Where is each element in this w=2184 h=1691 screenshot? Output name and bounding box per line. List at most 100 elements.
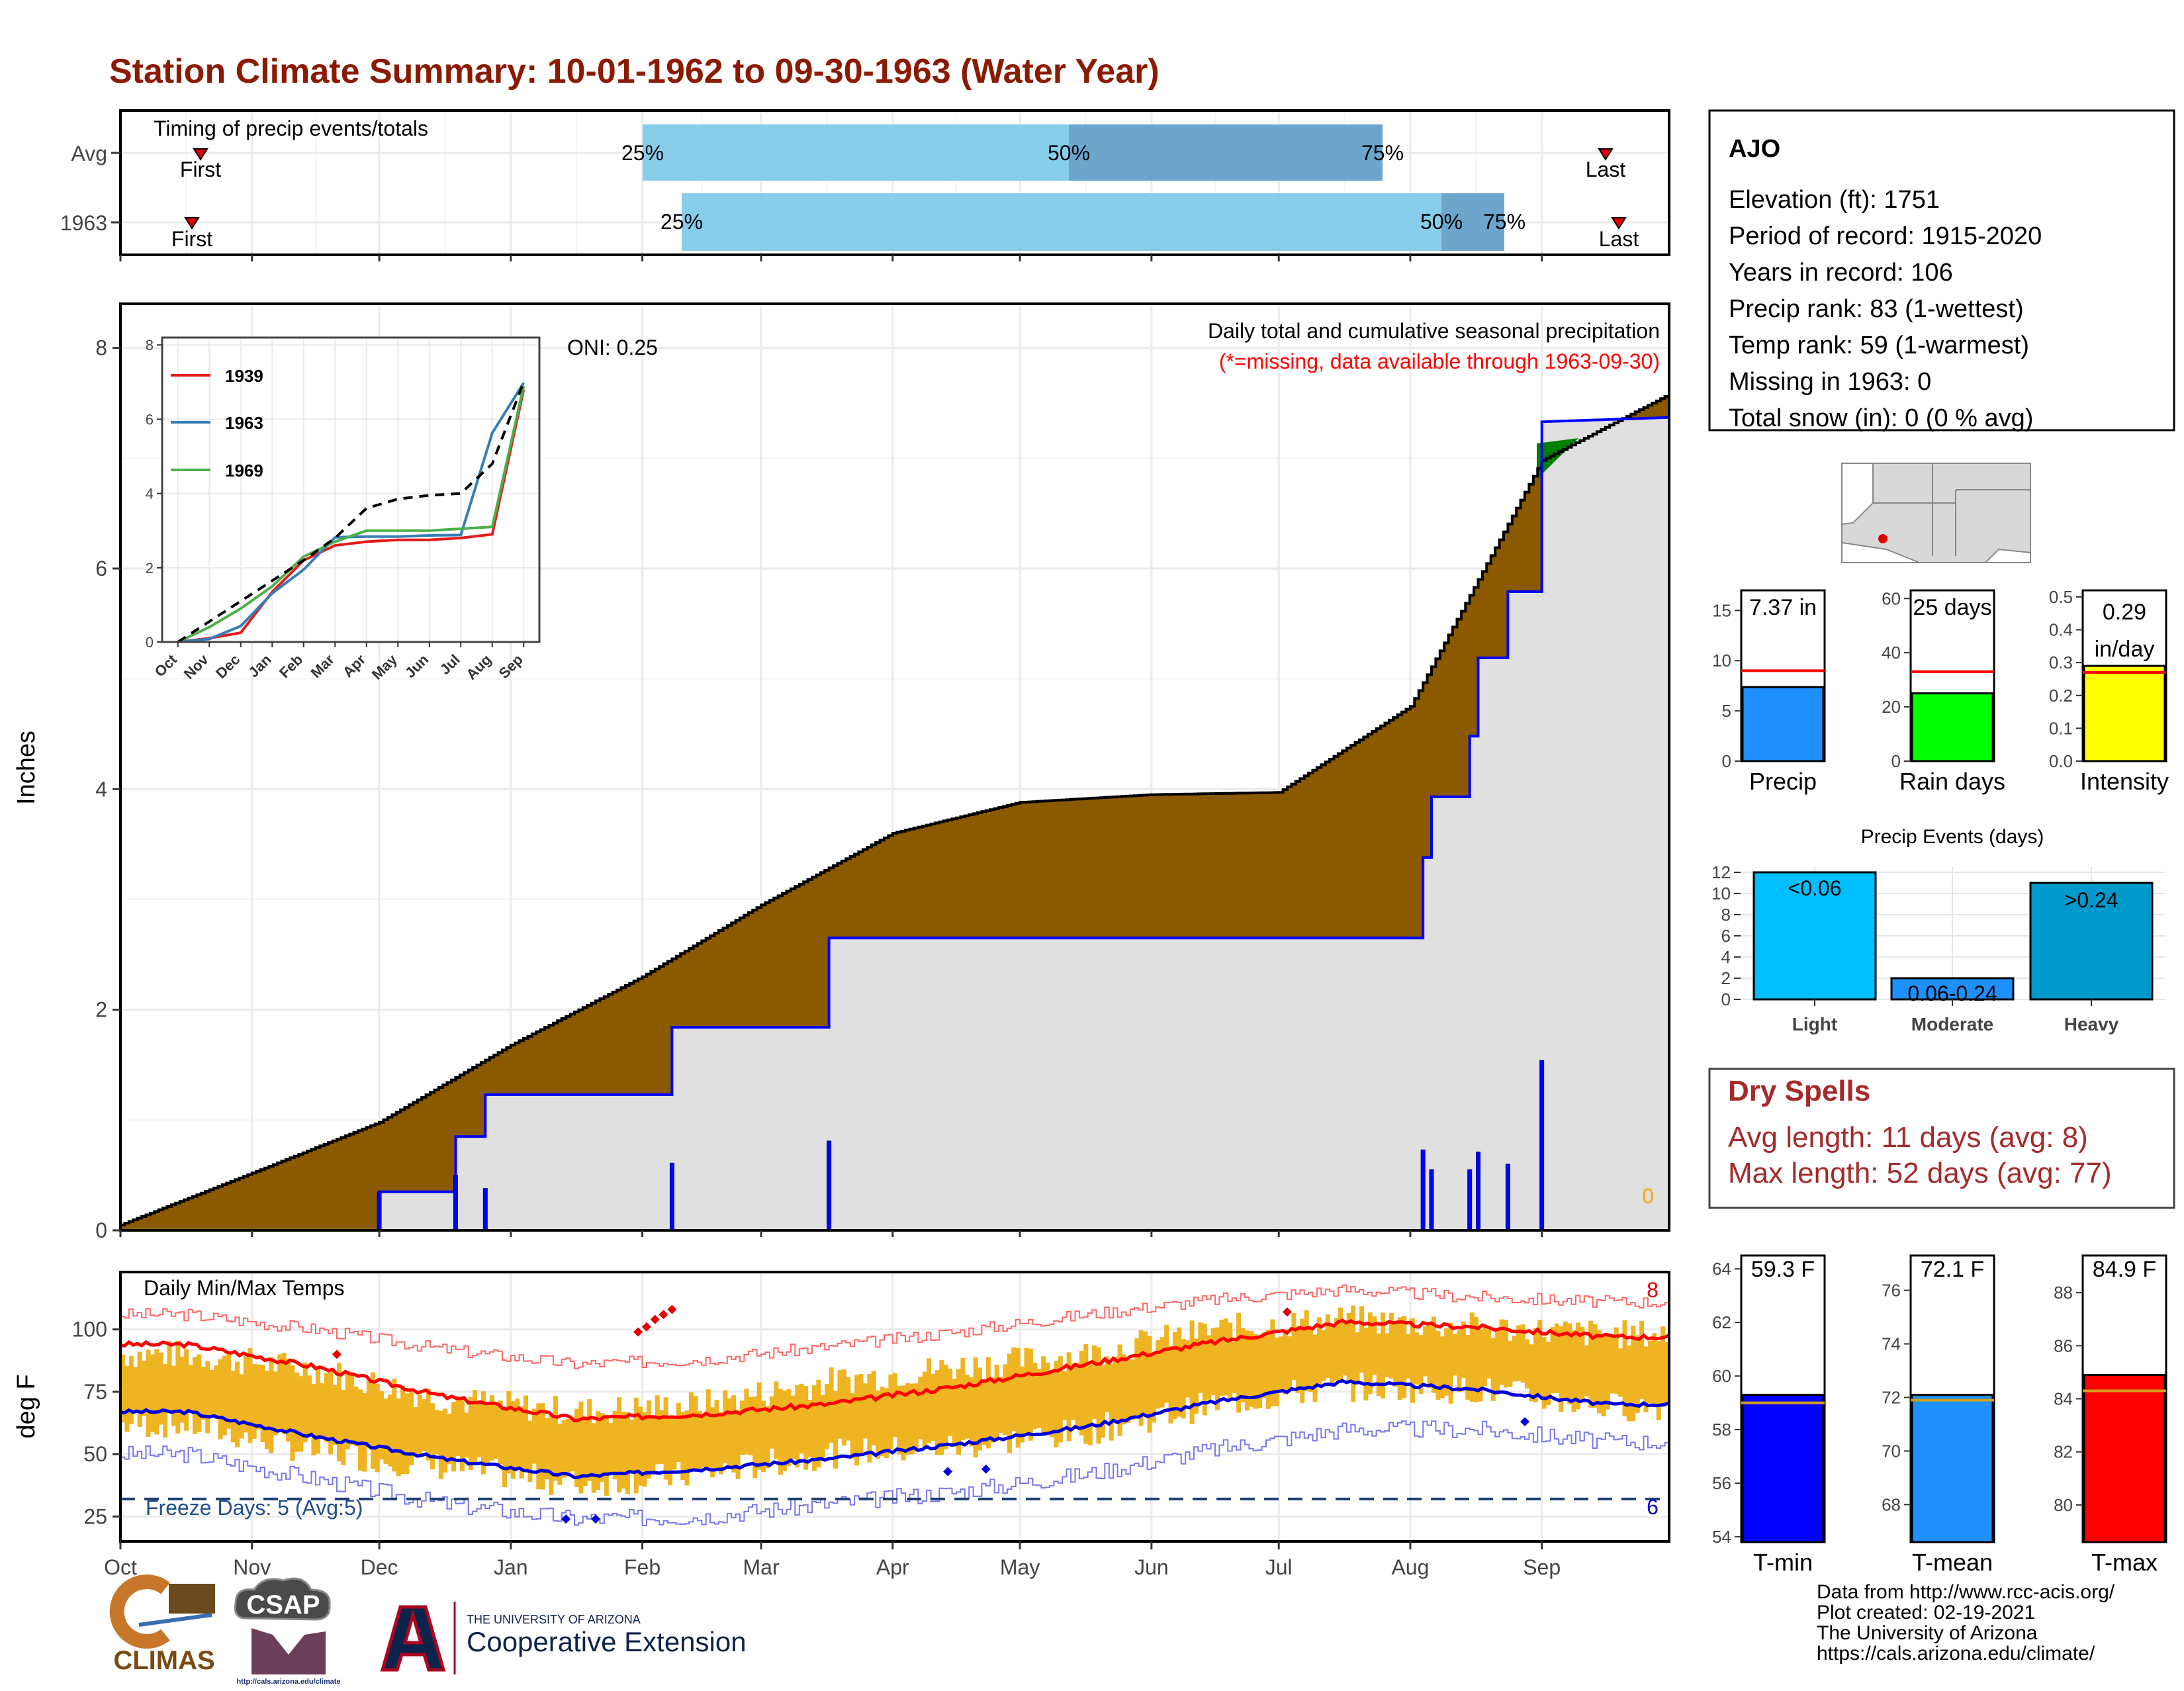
- temp-range-bar: [964, 1375, 970, 1439]
- station-line-2: Period of record: 1915-2020: [1729, 222, 2042, 250]
- temp-range-bar: [557, 1424, 563, 1485]
- temp-range-bar: [1474, 1317, 1479, 1402]
- temp-range-bar: [1045, 1362, 1050, 1432]
- temp-range-bar: [362, 1393, 367, 1472]
- temp-range-bar: [235, 1361, 240, 1447]
- temp-range-bar: [1011, 1347, 1017, 1432]
- temp-range-bar: [1300, 1318, 1305, 1403]
- summary-ytick-label: 64: [1712, 1259, 1731, 1279]
- inset-dashed-line: [177, 381, 525, 643]
- temp-range-bar: [1206, 1335, 1212, 1400]
- last-marker-avg: [1598, 148, 1614, 161]
- temp-range-bar: [1508, 1341, 1513, 1387]
- temp-range-bar: [188, 1365, 193, 1411]
- temp-range-bar: [251, 1364, 257, 1439]
- temp-range-bar: [561, 1420, 567, 1478]
- daily-precip-bar: [669, 1162, 674, 1231]
- station-line-3: Years in record: 106: [1729, 259, 1953, 287]
- temp-range-bar: [1147, 1336, 1152, 1433]
- precip-ytick-label: 6: [95, 557, 107, 580]
- events-ytick-label: 4: [1721, 947, 1731, 967]
- temp-range-bar: [892, 1373, 897, 1438]
- temp-range-bar: [956, 1369, 961, 1455]
- temp-range-bar: [1325, 1314, 1330, 1378]
- temp-range-bar: [756, 1382, 762, 1470]
- temp-range-bar: [651, 1415, 656, 1475]
- timing-row-label-avg: Avg: [71, 142, 107, 165]
- daily-precip-bar: [377, 1191, 382, 1231]
- temp-range-bar: [1079, 1350, 1084, 1436]
- temp-range-bar: [545, 1418, 550, 1480]
- tmean-bar: [1911, 1393, 1994, 1543]
- temp-range-bar: [1334, 1318, 1339, 1381]
- temp-range-bar: [782, 1390, 788, 1471]
- temp-range-bar: [1351, 1305, 1356, 1402]
- temp-range-bar: [1546, 1342, 1551, 1406]
- temp-range-bar: [833, 1391, 839, 1469]
- dry-spells-max: Max length: 52 days (avg: 77): [1728, 1157, 2112, 1189]
- temp-range-bar: [477, 1403, 482, 1457]
- page-title: Station Climate Summary: 10-01-1962 to 0…: [109, 52, 1160, 91]
- temp-range-bar: [1291, 1313, 1297, 1381]
- csap-url-text: http://cals.arizona.edu/climate: [236, 1678, 340, 1686]
- temp-range-bar: [931, 1373, 936, 1441]
- temp-ytick-label: 100: [72, 1318, 107, 1342]
- temp-range-bar: [349, 1373, 355, 1445]
- events-ytick-label: 12: [1711, 862, 1731, 882]
- temp-range-bar: [158, 1352, 163, 1425]
- temp-range-bar: [502, 1406, 507, 1488]
- daily-precip-bar: [1429, 1169, 1434, 1231]
- temp-range-bar: [286, 1358, 291, 1442]
- timing-frame: [119, 109, 1670, 256]
- temp-range-bar: [400, 1385, 406, 1475]
- temp-range-bar: [744, 1389, 749, 1455]
- temp-range-bar: [659, 1410, 664, 1464]
- temp-range-bar: [371, 1372, 376, 1469]
- record-high-marker: [659, 1310, 668, 1320]
- tmax-value-text: 84.9 F: [2093, 1257, 2156, 1282]
- temp-range-bar: [786, 1389, 792, 1466]
- temp-range-bar: [311, 1383, 316, 1455]
- dry-spells-avg: Avg length: 11 days (avg: 8): [1728, 1121, 2088, 1154]
- temp-range-bar: [1503, 1320, 1508, 1388]
- temp-range-bar: [825, 1383, 830, 1449]
- temp-range-bar: [1597, 1330, 1602, 1414]
- temp-range-bar: [1575, 1322, 1580, 1410]
- temp-range-bar: [523, 1395, 529, 1471]
- temp-range-bar: [1253, 1334, 1258, 1409]
- temp-range-bar: [1066, 1352, 1071, 1441]
- temp-range-bar: [540, 1403, 545, 1490]
- precip-total-bar: [1741, 686, 1825, 762]
- temp-range-bar: [264, 1371, 269, 1449]
- footer-line-1: Data from http://www.rcc-acis.org/: [1817, 1581, 2115, 1603]
- temp-range-bar: [680, 1412, 686, 1481]
- temp-range-bar: [829, 1367, 834, 1443]
- temp-range-bar: [324, 1373, 329, 1442]
- station-line-7: Total snow (in): 0 (0 % avg): [1729, 404, 2033, 432]
- temp-range-bar: [1381, 1312, 1386, 1398]
- inset-ytick-label: 8: [146, 337, 154, 353]
- record-low-marker: [981, 1464, 991, 1474]
- temp-range-bar: [1168, 1346, 1173, 1424]
- temp-range-bar: [260, 1364, 265, 1443]
- daily-precip-bars: [377, 1060, 1545, 1231]
- temp-range-bar: [133, 1367, 138, 1413]
- inset-grid: [162, 338, 539, 643]
- precip-value-text: 7.37 in: [1749, 595, 1817, 620]
- temp-range-bar: [939, 1360, 944, 1455]
- summary-ytick-label: 70: [1882, 1441, 1901, 1461]
- temp-range-bar: [774, 1381, 779, 1459]
- temp-range-bar: [1160, 1337, 1165, 1408]
- temp-range-bar: [1083, 1344, 1089, 1444]
- temp-range-bar: [1435, 1330, 1441, 1400]
- temp-range-bar: [689, 1392, 694, 1472]
- temp-range-bar: [1571, 1330, 1576, 1412]
- temp-range-bar: [273, 1371, 278, 1436]
- temp-range-bar: [163, 1364, 168, 1438]
- temp-range-bar: [1418, 1335, 1424, 1394]
- summary-ytick-label: 62: [1712, 1312, 1731, 1332]
- temp-range-bar: [1121, 1354, 1126, 1425]
- station-line-1: Elevation (ft): 1751: [1729, 186, 1940, 214]
- inset-ytick-label: 0: [146, 634, 154, 651]
